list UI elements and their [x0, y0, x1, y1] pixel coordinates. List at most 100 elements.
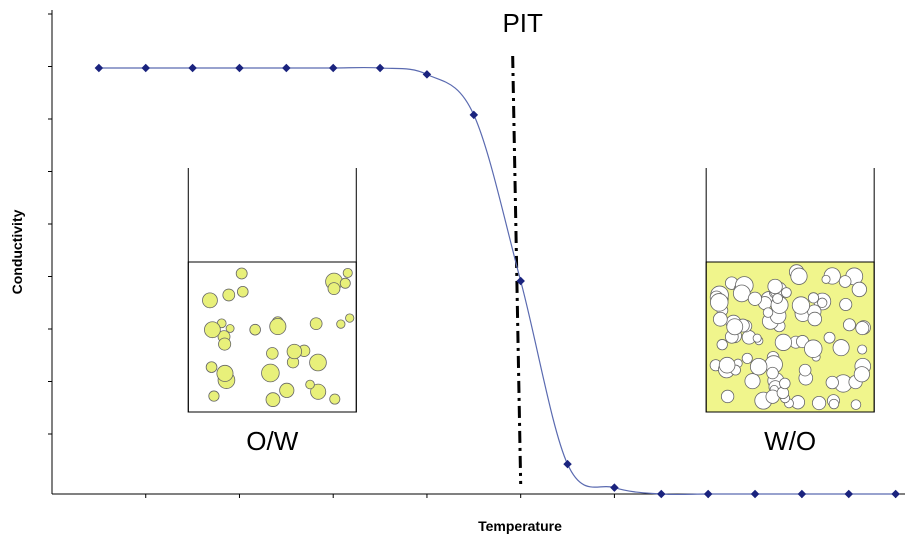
droplet: [266, 347, 279, 360]
droplet: [825, 375, 839, 390]
droplet: [309, 317, 323, 331]
droplet: [828, 398, 840, 410]
droplet: [790, 267, 808, 285]
data-point: [422, 70, 432, 79]
data-point: [516, 276, 525, 286]
pit-label: PIT: [502, 8, 543, 38]
droplet: [804, 339, 823, 358]
droplet: [718, 356, 736, 374]
conductivity-series-points: [94, 63, 900, 499]
droplet: [716, 339, 728, 351]
droplet: [327, 282, 341, 295]
droplet: [752, 333, 762, 343]
droplet: [265, 392, 281, 407]
droplet: [345, 313, 355, 323]
droplet: [832, 339, 850, 357]
droplet: [798, 363, 812, 377]
data-point: [750, 489, 760, 499]
data-point: [188, 63, 197, 73]
pit-threshold-line: [511, 55, 523, 485]
droplet: [839, 297, 853, 311]
y-axis-ticks: [48, 13, 52, 435]
data-point: [703, 489, 713, 499]
droplet: [821, 274, 831, 284]
droplet: [712, 311, 728, 327]
droplet: [823, 331, 836, 344]
droplet: [237, 285, 249, 298]
droplet: [767, 278, 783, 295]
data-point: [235, 63, 244, 73]
beaker: [705, 168, 875, 413]
droplet: [732, 284, 751, 303]
droplet: [843, 318, 856, 332]
droplet: [342, 267, 353, 278]
wo-label: W/O: [764, 426, 816, 456]
droplet: [225, 324, 235, 333]
droplet: [279, 382, 295, 398]
droplet: [261, 363, 280, 383]
ow-label: O/W: [246, 426, 298, 456]
droplet: [781, 287, 792, 298]
droplet: [309, 353, 327, 372]
emulsion-beakers: [187, 168, 875, 413]
data-point: [657, 489, 666, 499]
data-point: [797, 489, 807, 499]
droplet: [710, 293, 729, 312]
data-point: [328, 63, 338, 73]
data-point: [469, 110, 479, 120]
droplet: [305, 379, 315, 390]
droplet: [726, 318, 744, 336]
droplet: [791, 296, 811, 315]
droplet: [749, 357, 768, 376]
droplet: [286, 343, 303, 360]
x-axis-title: Temperature: [478, 518, 562, 534]
data-point: [563, 459, 572, 469]
droplet: [772, 293, 783, 304]
droplet: [766, 366, 779, 380]
droplet: [208, 390, 220, 402]
droplet: [838, 275, 852, 288]
droplet: [741, 352, 753, 364]
data-point: [844, 489, 854, 499]
beaker: [187, 168, 357, 413]
data-point: [141, 63, 150, 73]
droplet: [744, 373, 761, 390]
droplet: [776, 386, 790, 400]
droplet: [720, 389, 735, 404]
droplet: [339, 277, 351, 289]
data-point: [891, 489, 900, 499]
beaker-walls: [187, 168, 357, 413]
droplet: [235, 267, 248, 280]
data-point: [610, 483, 619, 492]
droplet: [222, 288, 236, 302]
droplet: [857, 344, 868, 355]
droplet: [218, 337, 232, 351]
droplet: [204, 321, 221, 339]
data-point: [94, 63, 104, 73]
beaker-walls: [705, 168, 875, 413]
droplet: [853, 366, 870, 383]
droplet: [774, 333, 792, 351]
droplet: [779, 377, 791, 390]
droplet: [329, 393, 341, 405]
droplet: [807, 292, 820, 304]
droplet: [807, 311, 823, 327]
data-point: [375, 63, 385, 73]
droplet: [762, 307, 774, 318]
droplet: [202, 292, 218, 309]
droplet: [310, 383, 327, 400]
droplet: [812, 395, 827, 411]
droplet: [269, 317, 287, 336]
droplet: [817, 297, 828, 308]
droplet: [851, 281, 867, 298]
droplet: [855, 321, 870, 336]
data-point: [282, 63, 291, 73]
droplet: [747, 291, 763, 306]
droplet: [249, 323, 261, 336]
droplet: [850, 399, 862, 410]
droplet: [205, 361, 218, 373]
droplet: [336, 319, 346, 329]
y-axis-title: Conductivity: [9, 209, 25, 294]
droplet: [216, 364, 234, 382]
